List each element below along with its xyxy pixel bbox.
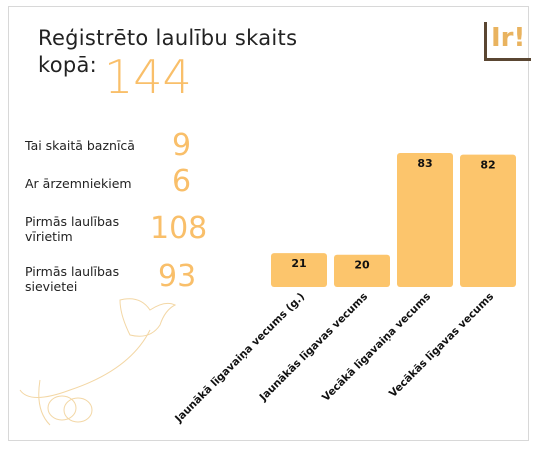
data-label: 83 [417,157,432,170]
bar [334,254,390,287]
data-label: 21 [291,257,306,270]
stat-value: 9 [172,128,192,163]
logo-text: Ir! [491,23,526,53]
bar [271,253,327,287]
stat-value: 108 [150,211,208,246]
total-value: 144 [104,50,192,104]
logo: Ir! [484,22,531,61]
bar [460,154,516,287]
stat-label: Pirmās laulības sievietei [25,264,120,294]
data-label: 82 [480,159,495,172]
stat-label: Ar ārzemniekiem [25,176,132,191]
stat-value: 93 [158,259,197,294]
x-tick-label: Vecākā līgavaiņa vecums [320,291,433,404]
bar [397,153,453,287]
stat-label: Pirmās laulības vīrietim [25,214,120,244]
frame [8,6,529,441]
stat-value: 6 [172,164,192,199]
x-tick-label: Jaunākās līgavas vecums [257,291,370,404]
title: Reģistrēto laulību skaits [38,26,298,50]
title: kopā: [38,53,98,77]
decoration [19,298,177,426]
stat-label: Tai skaitā baznīcā [25,138,135,153]
x-tick-label: Jaunākā līgavaiņa vecums (g.) [172,291,307,426]
x-tick-label: Vecākās līgavas vecums [387,291,496,400]
data-label: 20 [354,259,370,272]
